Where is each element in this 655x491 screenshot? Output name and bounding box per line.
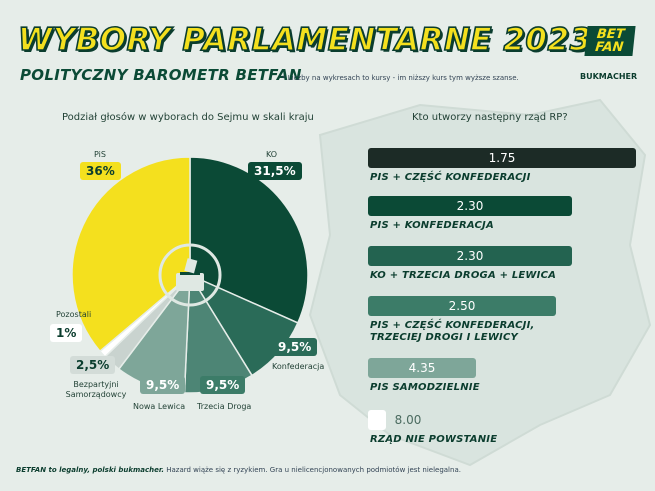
bar-label-3-1: TRZECIEJ DROGI I LEWICY (370, 332, 518, 343)
bar-chart: 1.75 PIS + CZĘŚĆ KONFEDERACJI 2.30 PIS + KO… (368, 148, 636, 458)
page-subtitle: POLITYCZNY BAROMETR BETFAN (20, 66, 302, 84)
pie-slice-pis (71, 156, 191, 353)
pie-label-nowa-lewica: Nowa Lewica (133, 402, 186, 411)
bar-label-3: PIS + CZĘŚĆ KONFEDERACJI, (370, 320, 535, 331)
bar-label-0: PIS + CZĘŚĆ KONFEDERACJI (370, 172, 531, 183)
footer: BETFAN to legalny, polski bukmacher. Haz… (16, 466, 461, 474)
betfan-logo: BET FAN BUKMACHER (580, 26, 637, 81)
pie-value-trzecia-droga: 9,5% (200, 376, 246, 394)
odds-note: * Liczby na wykresach to kursy - im niżs… (282, 74, 519, 82)
pie-label-bezpartyjni: Bezpartyjni Samorządowcy (65, 380, 127, 399)
logo-line2: FAN (594, 40, 625, 55)
pie-label-ko: KO (266, 150, 278, 159)
bar-label-4: PIS SAMODZIELNIE (370, 382, 480, 393)
bar-label-2: KO + TRZECIA DROGA + LEWICA (370, 270, 557, 281)
bar-value-2: 2.30 (456, 249, 484, 263)
bar-value-0: 1.75 (488, 151, 516, 165)
bar-value-5: 8.00 (394, 413, 422, 427)
bar-2 (368, 246, 572, 266)
bar-1 (368, 196, 572, 216)
pie-chart-title: Podział głosów w wyborach do Sejmu w ska… (62, 112, 314, 123)
footer-text: Hazard wiąże się z ryzykiem. Gra u nieli… (166, 466, 461, 474)
bar-label-5: RZĄD NIE POWSTANIE (370, 434, 498, 445)
pie-value-pozostali: 1% (50, 324, 83, 342)
pie-chart (71, 156, 309, 394)
logo-tagline: BUKMACHER (580, 72, 638, 81)
bar-value-1: 2.30 (456, 199, 484, 213)
bar-value-4: 4.35 (408, 361, 436, 375)
bar-chart-title: Kto utworzy następny rząd RP? (412, 112, 568, 123)
page-title: WYBORY PARLAMENTARNE 2023 (17, 21, 592, 59)
pie-label-trzecia-droga: Trzecia Droga (197, 402, 252, 411)
bar-5 (368, 410, 386, 430)
pie-center-ring (158, 243, 222, 307)
bar-label-1: PIS + KONFEDERACJA (370, 220, 494, 231)
footer-brand: BETFAN to legalny, polski bukmacher. (16, 466, 164, 474)
pie-value-nowa-lewica: 9,5% (140, 376, 186, 394)
pie-value-bezpartyjni: 2,5% (70, 356, 116, 374)
bar-3 (368, 296, 556, 316)
pie-label-konfederacja: Konfederacja (272, 362, 325, 371)
bar-4 (368, 358, 476, 378)
pie-label-pozostali: Pozostali (56, 310, 92, 319)
logo-mark: BET FAN (584, 26, 636, 56)
pie-value-ko: 31,5% (248, 162, 302, 180)
pie-label-pis: PiS (94, 150, 106, 159)
ballot-box-icon (176, 258, 204, 291)
pie-value-konfederacja: 9,5% (272, 338, 318, 356)
bar-value-3: 2.50 (448, 299, 476, 313)
pie-value-pis: 36% (80, 162, 121, 180)
bar-0 (368, 148, 636, 168)
